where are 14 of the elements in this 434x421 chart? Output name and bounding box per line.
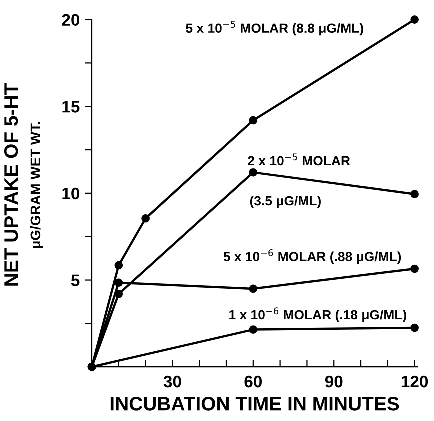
y-tick-label: 5: [71, 274, 80, 286]
y-tick-label: 20: [62, 14, 80, 26]
series-label: 1 x 10$^{−6}$ MOLAR (.18 μG/ML): [230, 308, 406, 322]
text: 2 x 10$^{−5}$ MOLAR (3.5 μG/ML): [248, 154, 350, 208]
y-tick-label: 10: [62, 188, 80, 200]
x-tick-label: 120: [402, 376, 428, 388]
x-tick-label: 30: [164, 376, 182, 388]
x-axis-title: INCUBATION TIME IN MINUTES: [110, 397, 400, 411]
x-tick-label: 60: [244, 376, 262, 388]
x-tick-label: 90: [325, 376, 343, 388]
series-label: 5 x 10$^{−5}$ MOLAR (8.8 μG/ML): [186, 21, 364, 36]
series-label: 5 x 10$^{−6}$ MOLAR (.88 μG/ML): [224, 249, 402, 264]
y-axis-title: NET UPTAKE OF 5-HT μG/GRAM WET WT.: [4, 84, 44, 286]
y-tick-label: 15: [62, 101, 80, 113]
